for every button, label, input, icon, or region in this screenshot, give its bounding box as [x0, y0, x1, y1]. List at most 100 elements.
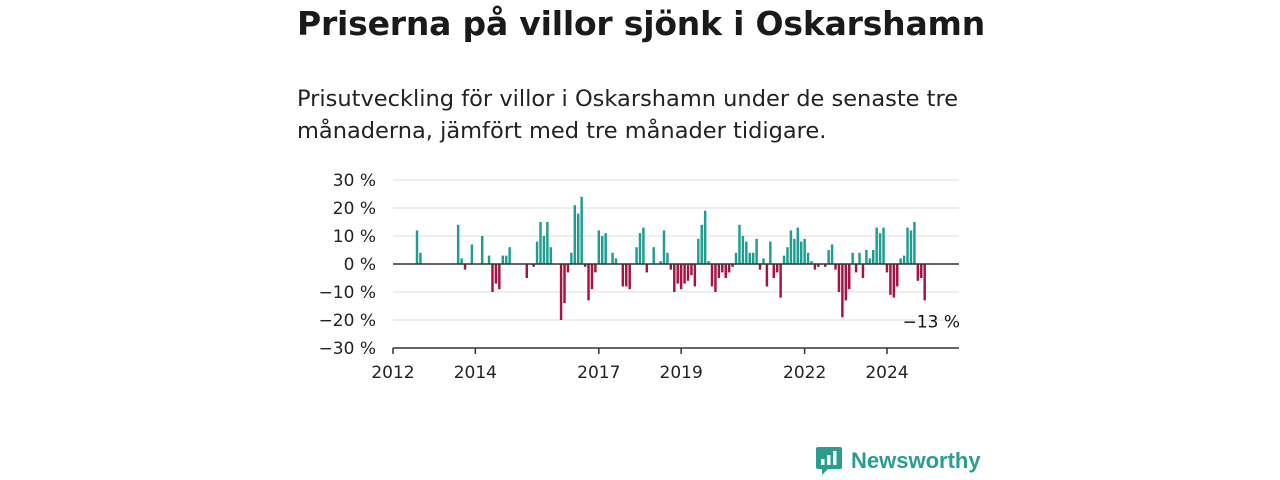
- x-tick-label: 2024: [865, 363, 908, 383]
- y-tick-label: 20 %: [333, 199, 376, 219]
- y-tick-label: 0 %: [344, 255, 376, 275]
- bar: [535, 241, 539, 264]
- bar: [920, 264, 923, 278]
- bar: [799, 241, 803, 264]
- bar: [858, 252, 861, 264]
- bar: [734, 252, 738, 264]
- axes: [392, 263, 959, 354]
- bar: [848, 264, 851, 290]
- bar: [614, 258, 618, 264]
- bar: [504, 255, 508, 264]
- bar: [786, 247, 789, 264]
- bar: [841, 264, 844, 318]
- bar: [456, 224, 460, 264]
- bar: [415, 230, 419, 264]
- bar: [789, 230, 793, 264]
- bar: [896, 264, 899, 287]
- bar: [480, 236, 484, 264]
- bar: [875, 227, 878, 264]
- bar: [549, 247, 553, 264]
- bar: [573, 205, 577, 264]
- bar: [690, 264, 693, 276]
- bar: [823, 264, 827, 267]
- bar: [827, 250, 830, 264]
- bar: [604, 233, 607, 264]
- bar: [508, 247, 511, 264]
- bar: [463, 264, 467, 270]
- bar: [806, 252, 810, 264]
- bar: [419, 252, 422, 264]
- bar: [748, 252, 751, 264]
- bar: [601, 236, 604, 264]
- bar: [813, 264, 817, 270]
- bar: [854, 264, 858, 273]
- bar: [717, 264, 721, 278]
- bar: [796, 227, 800, 264]
- bar: [844, 264, 848, 301]
- x-tick-label: 2019: [660, 363, 703, 383]
- bar: [868, 258, 872, 264]
- bar: [525, 264, 529, 278]
- bar: [803, 238, 806, 264]
- bar: [751, 252, 755, 264]
- bar: [470, 244, 474, 264]
- x-tick-label: 2012: [371, 363, 414, 383]
- bar: [872, 250, 875, 264]
- bar: [638, 233, 642, 264]
- bar: [686, 264, 690, 281]
- bar: [906, 227, 909, 264]
- bar: [765, 264, 769, 287]
- bar: [621, 264, 625, 287]
- annotation-label: −13 %: [903, 312, 960, 332]
- brand-name: Newsworthy: [851, 448, 981, 473]
- bar: [652, 247, 655, 264]
- chart-title: Priserna på villor sjönk i Oskarshamn: [297, 4, 986, 43]
- bar: [885, 264, 889, 273]
- bars: [415, 196, 926, 320]
- bar: [625, 264, 628, 287]
- bar: [710, 264, 714, 287]
- bar: [700, 224, 703, 264]
- bar: [487, 255, 491, 264]
- bar: [882, 227, 885, 264]
- x-tick-label: 2014: [454, 363, 497, 383]
- bar: [755, 238, 758, 264]
- bar: [491, 264, 494, 292]
- bar: [583, 264, 587, 267]
- bar: [539, 222, 542, 264]
- bar: [782, 255, 786, 264]
- y-tick-label: −10 %: [319, 283, 376, 303]
- bar: [714, 264, 717, 292]
- bar: [532, 264, 535, 267]
- bar: [837, 264, 841, 292]
- chart-subtitle: Prisutveckling för villor i Oskarshamn u…: [297, 86, 959, 144]
- bar: [460, 258, 463, 264]
- bar: [498, 264, 501, 290]
- bar: [546, 222, 549, 264]
- bar: [772, 264, 775, 278]
- bar: [566, 264, 570, 273]
- bar: [570, 252, 573, 264]
- bar: [628, 264, 631, 290]
- bar: [635, 247, 638, 264]
- bar: [861, 264, 865, 278]
- bar: [899, 258, 902, 264]
- bar: [577, 213, 580, 264]
- bar: [642, 227, 645, 264]
- bar: [542, 236, 546, 264]
- bar: [590, 264, 594, 290]
- bar: [738, 224, 741, 264]
- bar: [834, 264, 837, 270]
- bar: [662, 230, 666, 264]
- bar: [865, 250, 868, 264]
- y-tick-label: 30 %: [333, 171, 376, 191]
- bar: [645, 264, 649, 273]
- bar: [721, 264, 724, 273]
- bar: [494, 264, 498, 284]
- bar: [724, 264, 727, 278]
- bar: [775, 264, 779, 273]
- y-tick-label: −20 %: [319, 311, 376, 331]
- bar: [889, 264, 892, 295]
- x-tick-label: 2017: [577, 363, 620, 383]
